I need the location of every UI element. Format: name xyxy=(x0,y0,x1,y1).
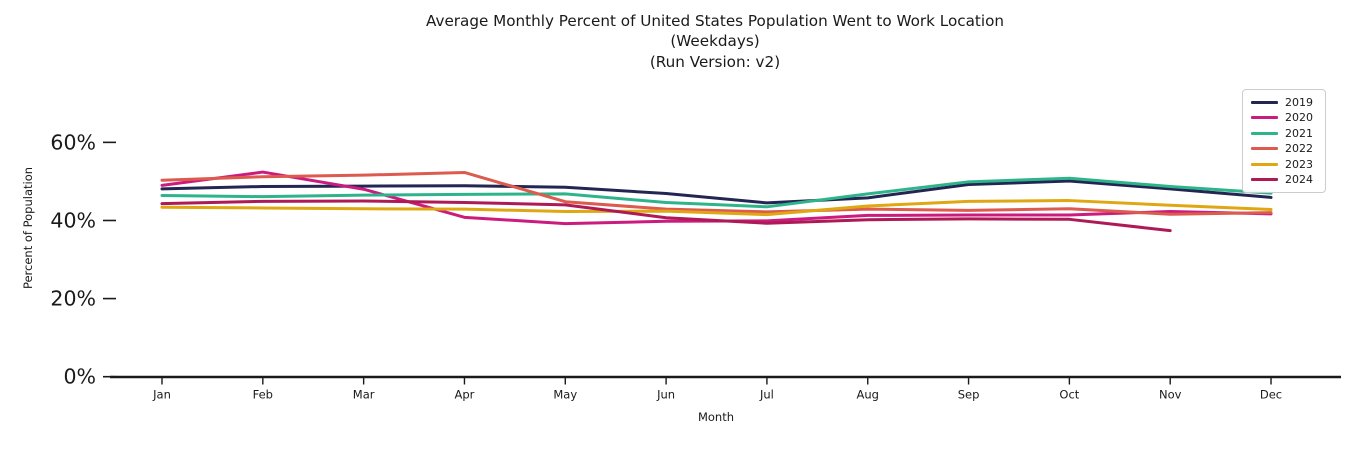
title-line-2: (Weekdays) xyxy=(670,32,759,50)
series-line-2022 xyxy=(160,170,1273,216)
x-tick-label-Mar: Mar xyxy=(353,388,375,402)
x-tick-label-Aug: Aug xyxy=(857,388,879,402)
y-tick-label-0%: 0% xyxy=(63,365,96,389)
plot-series-group xyxy=(160,170,1273,233)
x-axis-ticks: Jan Feb Mar Apr May Jun Jul Aug Sep Oct Nov Dec xyxy=(152,377,1282,402)
x-axis-title: Month xyxy=(698,410,734,424)
x-tick-label-Nov: Nov xyxy=(1159,388,1182,402)
series-line-2021 xyxy=(160,176,1273,209)
y-tick-label-40%: 40% xyxy=(50,208,96,232)
legend-entry-2019: 2019 xyxy=(1251,95,1318,110)
legend-swatch-2023 xyxy=(1251,162,1278,166)
y-tick-label-20%: 20% xyxy=(50,287,96,311)
legend-swatch-2020 xyxy=(1251,116,1278,120)
x-tick-label-Sep: Sep xyxy=(958,388,980,402)
legend-label-2023: 2023 xyxy=(1285,157,1313,171)
legend-entry-2021: 2021 xyxy=(1251,126,1318,141)
y-axis-ticks: 0% 20% 40% 60% xyxy=(50,130,116,389)
legend: 2019 2020 2021 2022 2023 2024 xyxy=(1242,89,1326,193)
x-tick-label-Apr: Apr xyxy=(455,388,475,402)
legend-label-2019: 2019 xyxy=(1285,96,1313,109)
legend-entry-2023: 2023 xyxy=(1251,157,1318,172)
legend-entry-2024: 2024 xyxy=(1251,172,1318,187)
legend-swatch-2021 xyxy=(1251,131,1278,135)
series-line-2023 xyxy=(160,199,1273,217)
legend-label-2020: 2020 xyxy=(1285,111,1313,125)
legend-swatch-2024 xyxy=(1251,177,1278,181)
chart-title: Average Monthly Percent of United States… xyxy=(426,12,1004,71)
legend-label-2022: 2022 xyxy=(1285,142,1313,156)
x-tick-label-Jan: Jan xyxy=(152,388,171,402)
x-tick-label-Dec: Dec xyxy=(1260,388,1282,402)
legend-swatch-2019 xyxy=(1251,101,1278,104)
title-line-1: Average Monthly Percent of United States… xyxy=(426,12,1004,30)
x-tick-label-Jun: Jun xyxy=(656,388,675,402)
legend-label-2021: 2021 xyxy=(1285,126,1313,140)
x-tick-label-Jul: Jul xyxy=(759,388,774,402)
x-tick-label-Feb: Feb xyxy=(253,388,273,402)
title-line-3: (Run Version: v2) xyxy=(650,53,780,71)
y-tick-label-60%: 60% xyxy=(50,130,96,154)
y-axis-title: Percent of Population xyxy=(21,167,35,289)
legend-swatch-2022 xyxy=(1251,147,1278,151)
legend-entry-2020: 2020 xyxy=(1251,110,1318,125)
x-tick-label-Oct: Oct xyxy=(1059,388,1079,402)
series-line-2024 xyxy=(160,199,1172,233)
legend-label-2024: 2024 xyxy=(1285,172,1313,186)
x-tick-label-May: May xyxy=(553,388,577,402)
legend-entry-2022: 2022 xyxy=(1251,141,1318,156)
